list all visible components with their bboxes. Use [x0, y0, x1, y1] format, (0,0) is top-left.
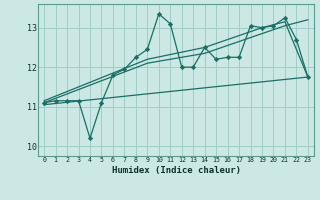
- X-axis label: Humidex (Indice chaleur): Humidex (Indice chaleur): [111, 166, 241, 175]
